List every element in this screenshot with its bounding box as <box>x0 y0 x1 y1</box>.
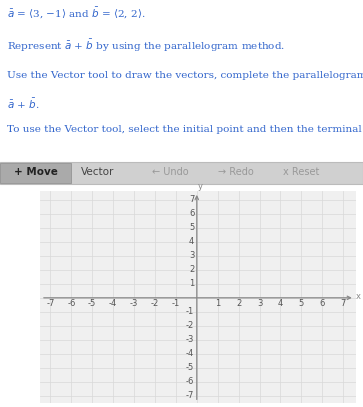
Text: 5: 5 <box>299 300 304 309</box>
Text: 6: 6 <box>189 209 194 218</box>
Text: + Move: + Move <box>15 167 58 177</box>
Text: -6: -6 <box>186 377 194 386</box>
Text: -5: -5 <box>88 300 96 309</box>
Text: -3: -3 <box>130 300 138 309</box>
FancyBboxPatch shape <box>0 163 71 183</box>
Text: -1: -1 <box>172 300 180 309</box>
Text: x Reset: x Reset <box>283 167 319 177</box>
Text: ← Undo: ← Undo <box>152 167 189 177</box>
Text: y: y <box>197 182 203 191</box>
FancyBboxPatch shape <box>0 162 363 184</box>
Text: -1: -1 <box>186 307 194 316</box>
Text: 3: 3 <box>257 300 262 309</box>
Text: 1: 1 <box>189 279 194 288</box>
Text: 6: 6 <box>319 300 325 309</box>
Text: 7: 7 <box>340 300 346 309</box>
Text: To use the Vector tool, select the initial point and then the terminal point.: To use the Vector tool, select the initi… <box>7 125 363 134</box>
Text: 3: 3 <box>189 251 194 260</box>
Text: 4: 4 <box>278 300 283 309</box>
Text: $\bar{a}$ + $\bar{b}$.: $\bar{a}$ + $\bar{b}$. <box>7 97 40 112</box>
Text: -7: -7 <box>186 392 194 400</box>
Text: 1: 1 <box>215 300 220 309</box>
Text: 7: 7 <box>189 195 194 204</box>
Text: -2: -2 <box>151 300 159 309</box>
Text: x: x <box>356 292 361 301</box>
Text: $\bar{a}$ = $\langle$3, $-$1$\rangle$ and $\bar{b}$ = $\langle$2, 2$\rangle$.: $\bar{a}$ = $\langle$3, $-$1$\rangle$ an… <box>7 5 146 20</box>
Text: -6: -6 <box>67 300 76 309</box>
Text: Vector: Vector <box>81 167 115 177</box>
Text: -4: -4 <box>186 349 194 359</box>
Text: → Redo: → Redo <box>218 167 254 177</box>
Text: 4: 4 <box>189 237 194 246</box>
Text: 2: 2 <box>236 300 241 309</box>
Text: -4: -4 <box>109 300 117 309</box>
Text: -2: -2 <box>186 322 194 330</box>
Text: -5: -5 <box>186 363 194 372</box>
Text: -3: -3 <box>186 335 194 344</box>
Text: 5: 5 <box>189 223 194 232</box>
Text: Use the Vector tool to draw the vectors, complete the parallelogram method, and : Use the Vector tool to draw the vectors,… <box>7 71 363 80</box>
Text: -7: -7 <box>46 300 54 309</box>
Text: 2: 2 <box>189 265 194 274</box>
Text: Represent $\bar{a}$ + $\bar{b}$ by using the parallelogram method.: Represent $\bar{a}$ + $\bar{b}$ by using… <box>7 38 285 54</box>
